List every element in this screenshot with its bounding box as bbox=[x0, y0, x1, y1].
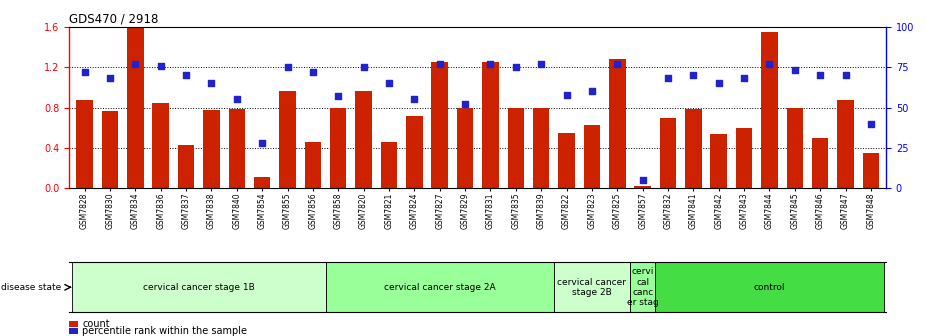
Point bbox=[534, 61, 549, 67]
Bar bbox=[77, 100, 92, 188]
Point bbox=[254, 140, 269, 146]
Point bbox=[229, 97, 244, 102]
Point bbox=[77, 69, 92, 75]
Text: disease state: disease state bbox=[1, 283, 61, 292]
Bar bbox=[508, 108, 524, 188]
Bar bbox=[127, 28, 143, 188]
Point bbox=[483, 61, 498, 67]
Bar bbox=[304, 142, 321, 188]
Bar bbox=[457, 108, 474, 188]
Bar bbox=[630, 262, 655, 312]
Bar bbox=[153, 103, 169, 188]
Bar bbox=[431, 62, 448, 188]
Bar bbox=[330, 108, 347, 188]
Text: cervical cancer stage 2A: cervical cancer stage 2A bbox=[384, 283, 496, 292]
Text: percentile rank within the sample: percentile rank within the sample bbox=[82, 326, 247, 336]
Point bbox=[432, 61, 447, 67]
Point bbox=[154, 63, 168, 68]
Bar bbox=[584, 125, 600, 188]
Point bbox=[103, 76, 117, 81]
Bar bbox=[355, 91, 372, 188]
Text: cervical cancer stage 1B: cervical cancer stage 1B bbox=[142, 283, 254, 292]
Bar bbox=[786, 108, 803, 188]
Bar bbox=[863, 153, 879, 188]
Bar bbox=[326, 262, 554, 312]
Point bbox=[305, 69, 320, 75]
Bar bbox=[381, 142, 397, 188]
Point bbox=[660, 76, 675, 81]
Bar bbox=[736, 128, 752, 188]
Point bbox=[559, 92, 574, 97]
Text: cervi
cal
canc
er stag: cervi cal canc er stag bbox=[627, 267, 659, 307]
Bar bbox=[102, 111, 118, 188]
Bar bbox=[482, 62, 499, 188]
Bar bbox=[253, 177, 270, 188]
Point bbox=[686, 73, 701, 78]
Bar bbox=[178, 145, 194, 188]
Text: cervical cancer
stage 2B: cervical cancer stage 2B bbox=[558, 278, 626, 297]
Point bbox=[204, 81, 219, 86]
Point bbox=[635, 177, 650, 183]
Point bbox=[864, 121, 879, 126]
Point bbox=[736, 76, 751, 81]
Point bbox=[407, 97, 422, 102]
Bar bbox=[204, 110, 219, 188]
Point bbox=[838, 73, 853, 78]
Point bbox=[382, 81, 397, 86]
Bar bbox=[635, 186, 651, 188]
Point bbox=[787, 68, 802, 73]
Bar bbox=[533, 108, 549, 188]
Point bbox=[762, 61, 777, 67]
Bar bbox=[660, 118, 676, 188]
Point bbox=[711, 81, 726, 86]
Bar bbox=[761, 32, 778, 188]
Point bbox=[813, 73, 828, 78]
Point bbox=[356, 65, 371, 70]
Point bbox=[585, 89, 599, 94]
Bar bbox=[228, 109, 245, 188]
Point bbox=[509, 65, 524, 70]
Bar bbox=[72, 262, 326, 312]
Point bbox=[280, 65, 295, 70]
Bar bbox=[710, 134, 727, 188]
Bar bbox=[837, 100, 854, 188]
Point bbox=[331, 93, 346, 99]
Point bbox=[128, 61, 142, 67]
Bar bbox=[559, 133, 574, 188]
Point bbox=[458, 101, 473, 107]
Text: GDS470 / 2918: GDS470 / 2918 bbox=[69, 13, 159, 26]
Bar bbox=[279, 91, 296, 188]
Bar bbox=[685, 109, 702, 188]
Text: count: count bbox=[82, 319, 110, 329]
Text: control: control bbox=[754, 283, 785, 292]
Bar bbox=[554, 262, 630, 312]
Bar bbox=[609, 59, 625, 188]
Bar bbox=[655, 262, 883, 312]
Point bbox=[610, 61, 624, 67]
Bar bbox=[406, 116, 423, 188]
Point bbox=[179, 73, 193, 78]
Bar bbox=[812, 138, 829, 188]
